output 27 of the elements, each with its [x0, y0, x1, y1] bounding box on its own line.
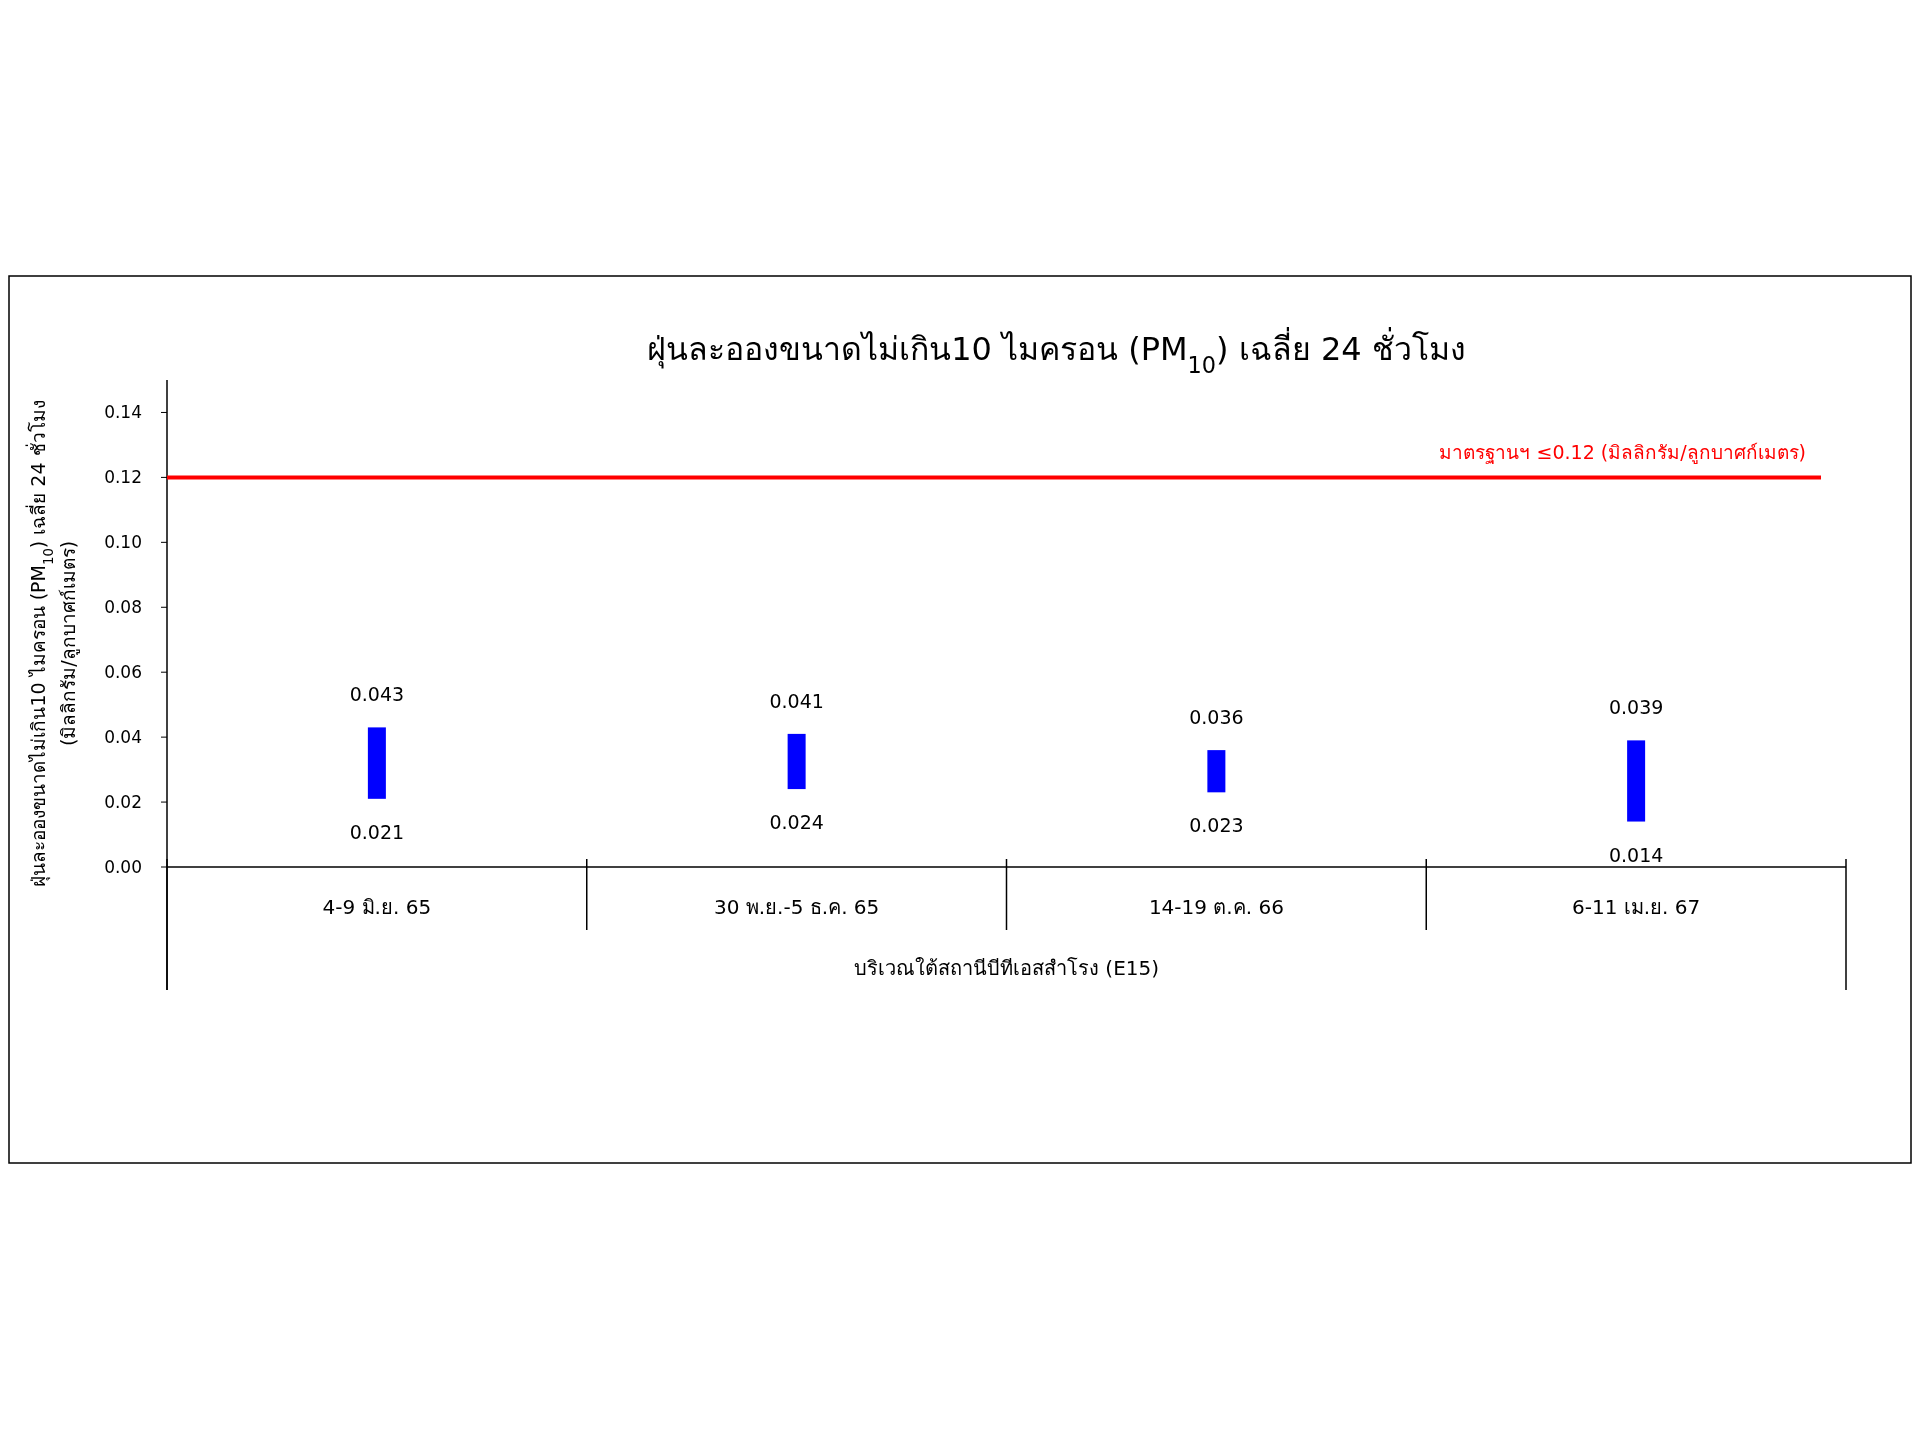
y-tick-label: 0.06	[104, 662, 142, 683]
annotation: 0.039	[1608, 696, 1664, 719]
annotation: 0.014	[1608, 843, 1664, 866]
chart-title: ฝุ่นละอองขนาดไม่เกิน10 ไมครอน (PM$_{10}$) เฉลี่ย 24 ชั่วโมง	[647, 327, 1466, 378]
bar	[1207, 750, 1226, 793]
bar	[367, 727, 386, 799]
x-tick-label: 30 พ.ย.-5 ธ.ค. 65	[713, 895, 880, 919]
annotation: 0.036	[1189, 706, 1244, 729]
y-tick-label: 0.02	[104, 792, 142, 813]
y-tick-label: 0.14	[104, 402, 142, 423]
ref-line-label: มาตรฐานฯ ≤0.12 (มิลลิกรัม/ลูกบาศก์เมตร)	[1439, 441, 1806, 465]
x-axis-title: บริเวณใต้สถานีบีทีเอสสำโรง (E15)	[853, 956, 1160, 980]
annotation: 0.023	[1189, 814, 1244, 837]
y-tick-label: 0.08	[104, 597, 142, 618]
annotation: 0.024	[769, 811, 824, 834]
bar	[1627, 740, 1646, 822]
y-tick-label: 0.04	[104, 727, 142, 748]
annotation: 0.043	[349, 683, 405, 706]
y-tick-label: 0.00	[104, 857, 142, 877]
annotation: 0.041	[769, 689, 824, 712]
x-tick-label: 6-11 เม.ย. 67	[1571, 895, 1701, 919]
bar	[787, 733, 806, 790]
annotation: 0.021	[349, 820, 405, 843]
y-tick-label: 0.12	[104, 467, 142, 488]
y-tick-label: 0.10	[104, 532, 142, 553]
x-tick-label: 4-9 มิ.ย. 65	[322, 895, 432, 919]
x-tick-label: 14-19 ต.ค. 66	[1148, 895, 1284, 919]
